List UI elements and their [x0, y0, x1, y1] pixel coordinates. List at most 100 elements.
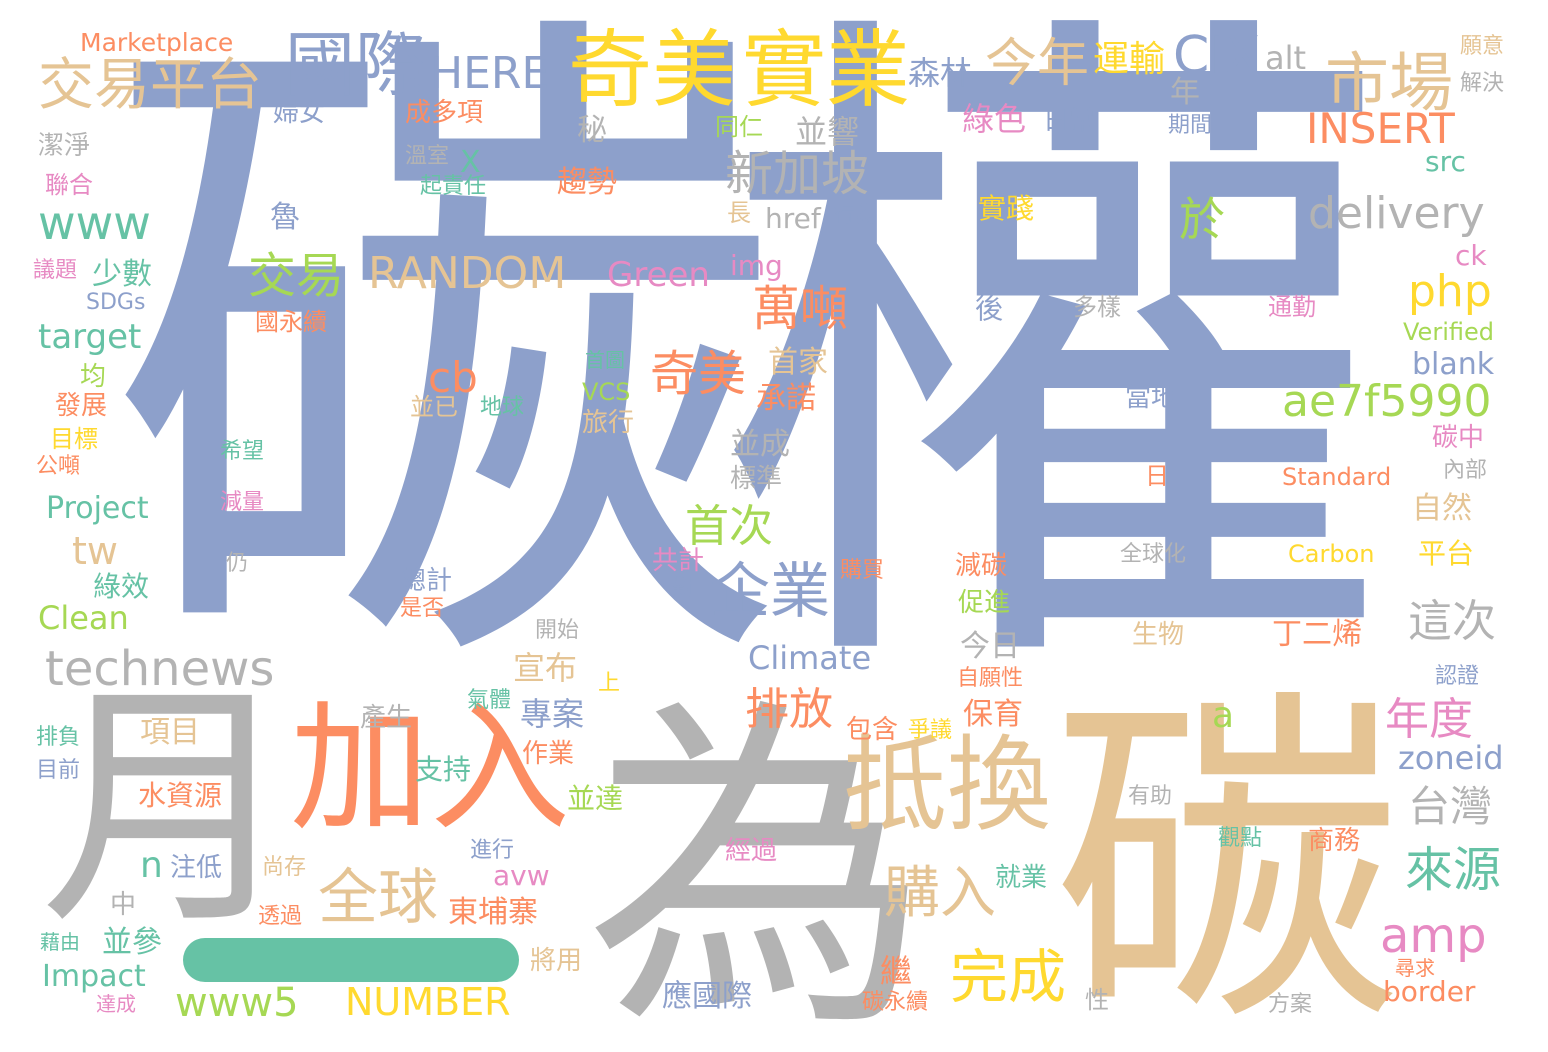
- cloud-word: 內部: [1443, 458, 1488, 483]
- cloud-word: 為: [585, 672, 930, 1052]
- cloud-word: 支持: [415, 753, 472, 786]
- cloud-word: 應國際: [662, 979, 752, 1014]
- cloud-word: 減碳: [955, 551, 1008, 581]
- cloud-word: 企業: [710, 557, 830, 627]
- cloud-word: 目標: [50, 425, 98, 453]
- cloud-word: 國永續: [255, 308, 327, 336]
- cloud-word: a: [1212, 695, 1235, 736]
- cloud-word: 性: [1085, 986, 1109, 1014]
- cloud-word: zoneid: [1398, 739, 1504, 777]
- cloud-word: href: [765, 202, 821, 235]
- cloud-word: 購入: [884, 861, 996, 926]
- cloud-word: 當地: [1125, 383, 1178, 413]
- cloud-word: 奇美: [568, 21, 737, 119]
- cloud-word: 解決: [1460, 71, 1505, 96]
- cloud-word: 藉由: [40, 930, 80, 954]
- cloud-word: 保育: [963, 697, 1023, 732]
- cloud-word: img: [730, 249, 783, 282]
- cloud-word: 就業: [995, 863, 1048, 893]
- cloud-word: 少數: [92, 257, 152, 292]
- cloud-word: CIX: [1173, 26, 1261, 86]
- cloud-word: delivery: [1308, 188, 1485, 239]
- cloud-word: target: [38, 317, 142, 357]
- cloud-word: 首次: [685, 501, 773, 552]
- cloud-word: 起責任: [420, 174, 487, 199]
- cloud-word: 透過: [258, 904, 303, 929]
- cloud-word: 減量: [220, 490, 265, 515]
- cloud-word: 萬噸: [752, 281, 849, 337]
- cloud-word: Climate: [748, 639, 872, 677]
- cloud-word: 並已: [410, 393, 458, 421]
- cloud-word: 丁二烯: [1272, 617, 1362, 652]
- cloud-word: 實踐: [978, 192, 1035, 225]
- cloud-word: php: [1408, 266, 1492, 317]
- cloud-word: 排放: [745, 684, 833, 735]
- cloud-word: 實業: [742, 21, 911, 119]
- cloud-word: 年度: [1385, 694, 1473, 745]
- cloud-word: 今日: [960, 629, 1020, 664]
- cloud-word: 年: [1170, 75, 1200, 110]
- cloud-word: 旅行: [582, 408, 635, 438]
- cloud-word: 多樣: [1073, 293, 1121, 321]
- cloud-word: 同仁: [715, 113, 763, 141]
- cloud-word: 加入: [290, 688, 571, 851]
- cloud-word: 成多項: [405, 98, 484, 128]
- cloud-word: 氣體: [467, 688, 512, 713]
- cloud-word: 尋求: [1395, 956, 1435, 980]
- cloud-word: 森林: [908, 54, 973, 92]
- cloud-word: n: [140, 845, 163, 886]
- decorative-bar: [183, 938, 519, 982]
- cloud-word: 發展: [55, 391, 108, 421]
- cloud-word: 地球: [480, 395, 525, 420]
- cloud-word: 承諾: [756, 381, 816, 416]
- cloud-word: 並響: [795, 113, 860, 151]
- cloud-word: 自然: [1412, 491, 1472, 526]
- cloud-word: 綠效: [93, 570, 150, 603]
- cloud-word: 奇美: [650, 346, 747, 402]
- cloud-word: 購買: [840, 558, 885, 583]
- cloud-word: 聯合: [45, 171, 93, 199]
- cloud-word: Clean: [38, 599, 129, 637]
- cloud-word: 項目: [140, 715, 200, 750]
- cloud-word: Standard: [1282, 463, 1392, 491]
- cloud-word: 水資源: [138, 779, 223, 812]
- cloud-word: 於: [1172, 195, 1226, 241]
- cloud-word: 新加坡: [725, 146, 870, 202]
- cloud-word: 對: [672, 576, 695, 601]
- cloud-word: 碳權: [105, 0, 1395, 753]
- cloud-word: alt: [1265, 39, 1307, 77]
- cloud-word: 觀點: [1218, 826, 1263, 851]
- cloud-word: 開始: [535, 618, 580, 643]
- cloud-word: RANDOM: [368, 248, 567, 299]
- cloud-word: 首家: [768, 345, 828, 380]
- cloud-word: 全球化: [1120, 542, 1187, 567]
- cloud-word: 趨勢: [557, 165, 617, 200]
- cloud-word: 自願性: [957, 666, 1024, 691]
- cloud-word: 後: [975, 292, 1004, 325]
- cloud-word: 經過: [725, 836, 778, 866]
- cloud-word: 公噸: [36, 454, 81, 479]
- cloud-word: INSERT: [1306, 104, 1455, 153]
- cloud-word: 今年: [985, 34, 1090, 94]
- cloud-word: 全球: [318, 863, 438, 933]
- cloud-word: technews: [45, 641, 275, 697]
- cloud-word: 繼: [880, 952, 913, 990]
- cloud-word: 首圖: [585, 348, 625, 372]
- cloud-word: 這次: [1408, 596, 1496, 647]
- cloud-word: 商務: [1308, 826, 1361, 856]
- cloud-word: 交易: [248, 248, 345, 304]
- cloud-word: 將用: [530, 946, 583, 976]
- cloud-word: 仍: [226, 551, 249, 576]
- cloud-word: 方案: [1268, 992, 1313, 1017]
- cloud-word: 目前: [36, 758, 81, 783]
- cloud-word: cb: [428, 353, 478, 402]
- cloud-word: www: [38, 196, 151, 250]
- cloud-word: Project: [46, 491, 149, 526]
- cloud-word: 爭議: [908, 718, 953, 743]
- cloud-word: 秘: [577, 113, 607, 148]
- cloud-word: 並參: [102, 925, 162, 960]
- cloud-word: blank: [1412, 347, 1495, 382]
- cloud-word: 有助: [1128, 784, 1173, 809]
- cloud-word: www5: [175, 980, 299, 1026]
